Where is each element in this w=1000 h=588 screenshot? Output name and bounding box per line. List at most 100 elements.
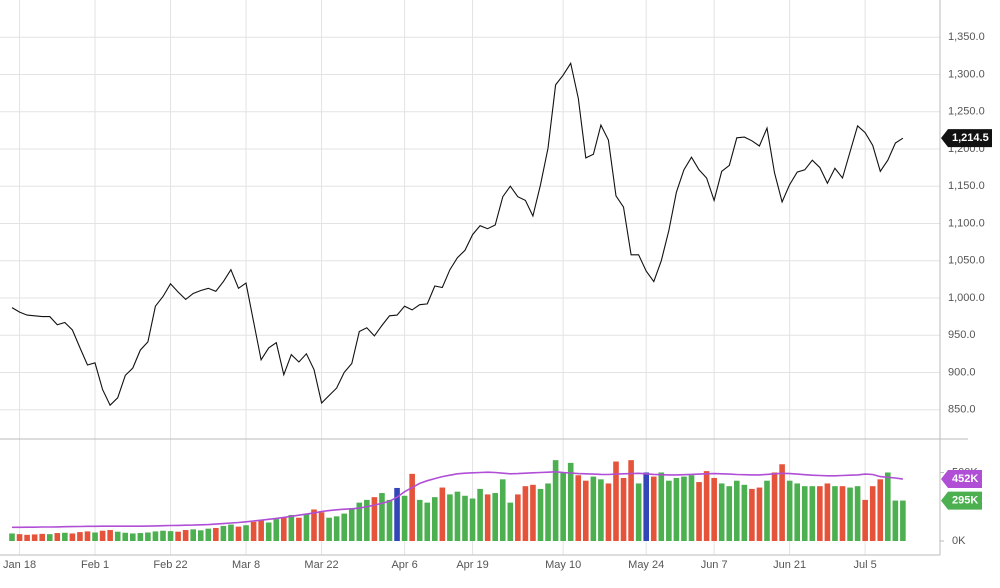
volume-bar (424, 502, 431, 541)
volume-bar (432, 497, 438, 541)
volume-bar (250, 521, 257, 541)
volume-bar (46, 534, 53, 541)
volume-bar (854, 486, 861, 541)
volume-bar (114, 531, 121, 541)
volume-bar (379, 493, 385, 541)
volume-bar (605, 483, 612, 541)
volume-bar (333, 516, 340, 541)
x-tick-label: Jan 18 (3, 559, 36, 571)
volume-bar (590, 476, 597, 541)
volume-bar (650, 476, 657, 541)
volume-bar (31, 534, 38, 541)
volume-bar (394, 487, 400, 541)
volume-bar (507, 502, 514, 541)
volume-bar (288, 514, 295, 541)
volume-bar (197, 530, 204, 541)
volume-bar (756, 487, 763, 541)
volume-bar (469, 498, 476, 541)
y-tick-label: 0K (952, 535, 966, 547)
volume-bar (824, 483, 831, 541)
volume-bar (764, 480, 770, 541)
volume-bar (447, 494, 453, 541)
y-tick-label: 850.0 (948, 404, 976, 416)
volume-bar (326, 517, 332, 541)
volume-bar (175, 531, 181, 541)
volume-bar (462, 495, 468, 541)
volume-bar (786, 480, 793, 541)
volume-bar (205, 528, 212, 541)
volume-bar (832, 486, 838, 541)
volume-bar (734, 480, 740, 541)
volume-bar (24, 534, 30, 541)
volume-bar (869, 486, 876, 541)
volume-bar (39, 533, 45, 541)
volume-bar (77, 532, 83, 541)
volume-bar (281, 517, 287, 541)
volume-bar (318, 512, 325, 541)
volume-average-badge-label: 452K (952, 473, 978, 485)
volume-bar (688, 475, 695, 541)
volume-bar (567, 462, 574, 541)
volume-bar (839, 486, 846, 541)
volume-bar (530, 484, 536, 541)
volume-bar (703, 471, 710, 541)
volume-bar (726, 486, 733, 541)
volume-bar (877, 479, 884, 541)
volume-bar (552, 460, 559, 541)
volume-bar (454, 491, 461, 541)
volume-bar (779, 464, 785, 541)
volume-bar (847, 487, 853, 541)
volume-bar (515, 494, 521, 541)
volume-badge-label: 295K (952, 494, 978, 506)
volume-bar (522, 486, 529, 541)
volume-bar (809, 486, 816, 541)
volume-bar (416, 499, 423, 541)
x-tick-label: Mar 8 (232, 559, 260, 571)
volume-bar (152, 531, 159, 541)
volume-bar (771, 472, 778, 541)
volume-bar (439, 487, 446, 541)
volume-bar (228, 524, 234, 541)
price-badge-bg (941, 129, 992, 148)
volume-bar (356, 502, 363, 541)
volume-bar (545, 483, 551, 541)
volume-bar (575, 475, 582, 541)
volume-bar (658, 472, 665, 541)
y-tick-label: 1,000.0 (948, 292, 985, 304)
y-tick-label: 900.0 (948, 366, 976, 378)
price-line (11, 61, 904, 407)
volume-bar (160, 530, 166, 541)
volume-bar (54, 533, 61, 541)
volume-bar (560, 472, 566, 541)
volume-bar (235, 526, 242, 541)
volume-bar (137, 533, 144, 541)
volume-bar (92, 532, 98, 541)
y-tick-label: 1,150.0 (948, 180, 985, 192)
volume-bar (99, 530, 106, 541)
volume-bar (220, 525, 227, 541)
price-badge-label: 1,214.5 (952, 132, 989, 144)
volume-bar (892, 500, 899, 541)
volume-bar (885, 472, 891, 541)
volume-bar (213, 527, 219, 541)
volume-bar (84, 531, 91, 541)
volume-bar (182, 530, 189, 541)
volume-bar (484, 494, 491, 541)
volume-bar (900, 500, 906, 541)
volume-bar (16, 534, 23, 541)
volume-bar (62, 532, 68, 541)
volume-bar (537, 488, 544, 541)
y-tick-label: 1,300.0 (948, 68, 985, 80)
volume-average-badge-bg (941, 470, 982, 489)
x-tick-label: Apr 19 (456, 559, 488, 571)
x-tick-label: Apr 6 (391, 559, 417, 571)
x-tick-label: Jul 5 (854, 559, 877, 571)
volume-bar (817, 486, 823, 541)
volume-badge-bg (941, 491, 982, 510)
volume-bar (130, 533, 136, 541)
volume-bar (303, 513, 310, 541)
volume-bar (628, 460, 634, 541)
volume-bar (311, 509, 317, 541)
volume-bar (107, 530, 113, 541)
volume-bar (243, 525, 249, 541)
